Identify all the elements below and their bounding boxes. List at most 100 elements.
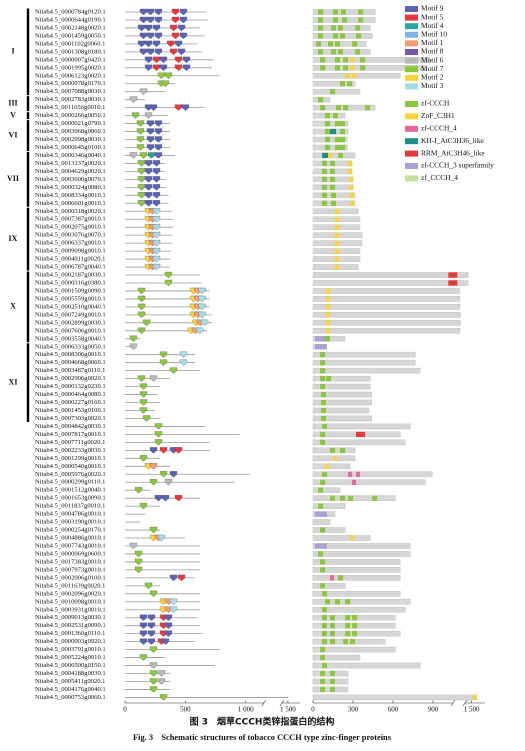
domain xyxy=(320,567,326,573)
legend-label: Motif 6 xyxy=(421,55,444,64)
domain xyxy=(320,368,326,374)
domain xyxy=(343,105,349,111)
protein-bar xyxy=(312,391,372,398)
domain xyxy=(335,136,340,143)
gene-name: Nitab4.5_0004668g0060.1 xyxy=(35,359,106,366)
motif xyxy=(131,112,140,119)
motif xyxy=(154,16,163,24)
motif xyxy=(152,40,161,48)
gene-name: Nitab4.5_0000645g0100.1 xyxy=(35,144,106,151)
tick-label: 0 xyxy=(123,706,127,714)
motif xyxy=(146,144,155,151)
gene-name: Nitab4.5_0013137g0020.1 xyxy=(35,160,106,167)
domain xyxy=(336,105,342,111)
motif xyxy=(137,24,146,32)
protein-bar xyxy=(312,654,361,661)
domain xyxy=(352,41,358,47)
motif xyxy=(139,622,148,629)
domain xyxy=(320,647,326,653)
motif xyxy=(154,152,163,159)
domain xyxy=(315,511,327,517)
motif xyxy=(144,160,153,167)
protein-bar xyxy=(312,296,461,302)
motif xyxy=(137,184,146,191)
domain xyxy=(358,9,364,15)
domain xyxy=(345,623,351,629)
protein-bar xyxy=(312,463,351,470)
domain xyxy=(318,97,324,103)
group-label: VI xyxy=(9,130,18,139)
motif xyxy=(149,463,158,470)
legend-swatch xyxy=(405,23,418,30)
domain xyxy=(318,17,324,23)
domain xyxy=(331,200,336,206)
motif xyxy=(137,40,146,48)
gene-name: Nitab4.5_0000644g0190.1 xyxy=(35,16,106,23)
gene-name: Nitab4.5_0004842g0030.1 xyxy=(35,423,106,430)
domain xyxy=(372,495,378,501)
gene-name: Nitab4.5_0002998g0030.1 xyxy=(35,136,106,143)
gene-name: Nitab4.5_0009098g0010.1 xyxy=(35,248,106,255)
legend-swatch xyxy=(405,57,418,64)
protein-bar xyxy=(312,479,426,486)
motif xyxy=(174,64,183,71)
domain xyxy=(322,662,328,669)
gene-name: Nitab4.5_0007249g0010.1 xyxy=(35,311,106,318)
motif xyxy=(137,287,146,295)
gene-name: Nitab4.5_0000069g0600.1 xyxy=(35,550,106,557)
protein-bar xyxy=(312,591,401,597)
protein-bar xyxy=(312,288,461,294)
motif xyxy=(139,399,148,406)
motif xyxy=(152,208,161,215)
protein-bar xyxy=(312,535,371,541)
protein-bar xyxy=(312,320,461,326)
motif xyxy=(177,48,186,56)
protein-bar xyxy=(312,351,416,358)
motif xyxy=(198,295,206,303)
motif xyxy=(147,630,156,637)
domain xyxy=(340,447,346,453)
motif xyxy=(171,32,180,40)
motif xyxy=(146,32,155,40)
protein-bar xyxy=(312,312,461,318)
gene-name: Nitab4.5_0000346g0040.1 xyxy=(35,152,106,159)
protein-bar xyxy=(312,399,372,406)
motif xyxy=(154,8,163,16)
gene-name: Nitab4.5_0002096g0020.1 xyxy=(35,590,106,597)
protein-bar xyxy=(312,471,433,478)
motif xyxy=(164,622,173,629)
domain xyxy=(348,168,353,174)
gene-name: Nitab4.5_0007711g0020.1 xyxy=(35,439,105,446)
motif xyxy=(144,24,153,32)
motif xyxy=(152,192,161,199)
domain xyxy=(322,639,328,645)
motif xyxy=(179,16,188,24)
protein-bar xyxy=(312,383,371,390)
gene-name: Nitab4.5_0005976g0020.1 xyxy=(35,471,106,478)
motif xyxy=(139,8,148,16)
motif xyxy=(152,255,161,263)
gene-name: Nitab4.5_0000318g0020.1 xyxy=(35,208,106,215)
gene-name: Nitab4.5_0002233g0030.1 xyxy=(35,447,106,454)
motif xyxy=(136,144,145,151)
motif xyxy=(157,670,166,677)
motif xyxy=(154,495,163,502)
motif xyxy=(147,152,156,159)
motif xyxy=(159,694,168,701)
motif xyxy=(137,311,146,319)
domain xyxy=(322,192,328,198)
domain xyxy=(320,439,326,445)
gene-name: Nitab4.5_0000266g0050.1 xyxy=(35,112,106,119)
domain xyxy=(322,623,328,629)
domain xyxy=(345,73,350,79)
domain xyxy=(338,49,344,55)
motif xyxy=(134,550,143,558)
domain xyxy=(325,336,330,342)
motif xyxy=(169,48,178,56)
gene-name: Nitab4.5_0004176g0040.1 xyxy=(35,686,106,693)
caption-zh: 图 3 烟草CCCH类锌指蛋白的结构 xyxy=(190,716,335,728)
motif xyxy=(137,168,146,175)
gene-name: Nitab4.5_0002531g0090.1 xyxy=(35,622,106,629)
motif xyxy=(142,319,151,327)
group-label: VII xyxy=(7,174,19,183)
